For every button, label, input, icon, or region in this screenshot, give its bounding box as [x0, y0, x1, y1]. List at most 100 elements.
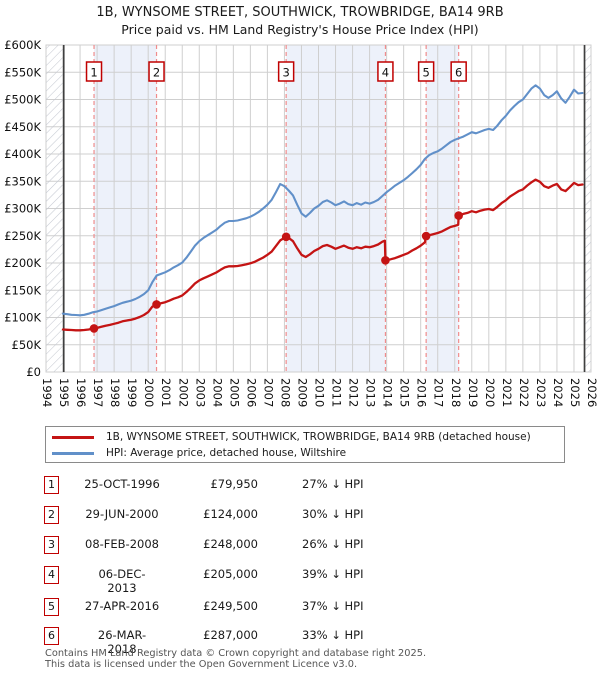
sale-number-badge: 6: [44, 627, 59, 645]
x-tick-label: 2013: [364, 378, 378, 407]
sale-number-boxes: 1 2 3 4 5 6: [85, 61, 467, 82]
sale-date: 25-OCT-1996: [84, 477, 160, 491]
sale-dots: [89, 211, 463, 333]
x-tick-label: 2009: [295, 378, 309, 407]
sale-number-box: [417, 61, 435, 82]
series-lines: [61, 84, 584, 332]
sale-date: 08-FEB-2008: [85, 537, 159, 551]
y-tick-label: £150K: [4, 283, 41, 297]
sale-vs-hpi: 27% ↓ HPI: [302, 477, 364, 491]
price-vs-hpi-chart: 1 2 3 4 5 6 £0 £50K £100K £150K £200K £250K £300K £3…: [4, 38, 599, 407]
sale-dot: [89, 324, 99, 333]
sale-vs-hpi: 37% ↓ HPI: [302, 599, 364, 613]
sale-price: £248,000: [203, 537, 258, 551]
x-tick-label: 1998: [108, 378, 122, 407]
hpi-line: [61, 84, 584, 317]
hpi-line-swatch: [52, 451, 94, 455]
sale-dot: [421, 231, 431, 241]
sale-date: 06-DEC-2013: [98, 567, 146, 595]
legend-label: HPI: Average price, detached house, Wilt…: [106, 447, 347, 459]
sale-date: 27-APR-2016: [84, 599, 160, 613]
x-tick-label: 2023: [534, 378, 548, 407]
y-tick-label: £500K: [4, 93, 41, 107]
sale-number-box: [450, 61, 467, 82]
sale-price: £287,000: [203, 628, 258, 642]
x-tick-label: 2002: [176, 378, 190, 407]
x-tick-label: 1996: [74, 378, 88, 407]
x-tick-label: 2020: [483, 378, 497, 407]
sale-number-box: [148, 61, 165, 82]
sale-number-text: 3: [282, 66, 289, 80]
sale-date: 26-MAR-2018: [97, 628, 147, 656]
footer-line-2: This data is licensed under the Open Gov…: [45, 659, 358, 671]
sale-number-text: 5: [422, 66, 429, 80]
no-data-hatch-area: [46, 45, 64, 372]
x-tick-label: 2019: [466, 378, 480, 407]
sale-dot: [152, 300, 161, 309]
sale-vs-hpi: 30% ↓ HPI: [302, 507, 364, 521]
sale-number-box: [277, 61, 295, 82]
sale-number-box: [377, 61, 394, 82]
sale-vs-hpi: 26% ↓ HPI: [302, 537, 364, 551]
sale-row-6: 6 26-MAR-2018 £287,000 33% ↓ HPI: [0, 627, 600, 656]
x-tick-label: 2014: [381, 378, 395, 407]
x-tick-label: 1994: [40, 378, 54, 407]
x-tick-label: 2025: [568, 378, 582, 407]
x-tick-label: 2010: [313, 378, 327, 407]
x-tick-label: 1995: [57, 378, 71, 407]
y-tick-label: £600K: [4, 38, 41, 52]
x-tick-label: 2008: [278, 378, 292, 407]
x-tick-label: 2026: [585, 378, 599, 407]
sale-row-2: 2 29-JUN-2000 £124,000 30% ↓ HPI: [0, 506, 600, 526]
sale-number-text: 4: [382, 66, 389, 80]
y-tick-label: £250K: [4, 229, 41, 243]
sale-price: £249,500: [203, 599, 258, 613]
x-tick-label: 2015: [398, 378, 412, 407]
y-tick-label: £450K: [4, 120, 41, 134]
sale-vs-hpi: 39% ↓ HPI: [302, 567, 364, 581]
sale-dot: [454, 211, 463, 220]
x-tick-label: 2012: [347, 378, 361, 407]
sale-number-badge: 3: [44, 536, 59, 554]
sale-number-text: 2: [153, 66, 160, 80]
sale-row-1: 1 25-OCT-1996 £79,950 27% ↓ HPI: [0, 476, 600, 496]
price-paid-line: [61, 178, 584, 332]
y-tick-label: £400K: [4, 147, 41, 161]
page-title: 1B, WYNSOME STREET, SOUTHWICK, TROWBRIDG…: [96, 5, 504, 20]
legend-item-hpi: HPI: Average price, detached house, Wilt…: [52, 445, 346, 461]
page-subtitle: Price paid vs. HM Land Registry's House …: [121, 22, 479, 37]
no-data-hatch-area: [584, 45, 591, 372]
x-tick-label: 2005: [227, 378, 241, 407]
sale-number-text: 6: [455, 66, 462, 80]
legend-item-price-paid: 1B, WYNSOME STREET, SOUTHWICK, TROWBRIDG…: [52, 429, 531, 445]
sale-number-badge: 5: [44, 598, 59, 616]
x-tick-label: 2024: [551, 378, 565, 407]
sale-vs-hpi: 33% ↓ HPI: [302, 628, 364, 642]
x-tick-label: 2021: [500, 378, 514, 407]
x-tick-label: 2011: [330, 378, 344, 407]
sale-row-4: 4 06-DEC-2013 £205,000 39% ↓ HPI: [0, 566, 600, 595]
y-tick-label: £350K: [4, 174, 41, 188]
sale-dot: [281, 232, 291, 242]
y-tick-label: £200K: [4, 256, 41, 270]
x-tick-label: 1997: [91, 378, 105, 407]
sale-price: £79,950: [210, 477, 258, 491]
x-tick-label: 2017: [432, 378, 446, 407]
y-tick-label: £100K: [4, 311, 41, 325]
sale-number-box: [85, 61, 103, 82]
no-data-hatch: [46, 45, 591, 372]
copyright-footer: Contains HM Land Registry data © Crown c…: [45, 648, 426, 671]
sale-dot: [381, 255, 390, 265]
x-tick-label: 2022: [517, 378, 531, 407]
x-tick-label: 2016: [415, 378, 429, 407]
y-tick-label: £550K: [4, 65, 41, 79]
x-tick-label: 2007: [261, 378, 275, 407]
y-tick-label: £0: [26, 365, 41, 379]
sale-price: £124,000: [203, 507, 258, 521]
x-tick-label: 2004: [210, 378, 224, 407]
x-tick-label: 2000: [142, 378, 156, 407]
sale-number-text: 1: [90, 66, 97, 80]
sale-row-3: 3 08-FEB-2008 £248,000 26% ↓ HPI: [0, 536, 600, 556]
axis-labels: £0 £50K £100K £150K £200K £250K £300K £350K £400…: [4, 38, 599, 407]
